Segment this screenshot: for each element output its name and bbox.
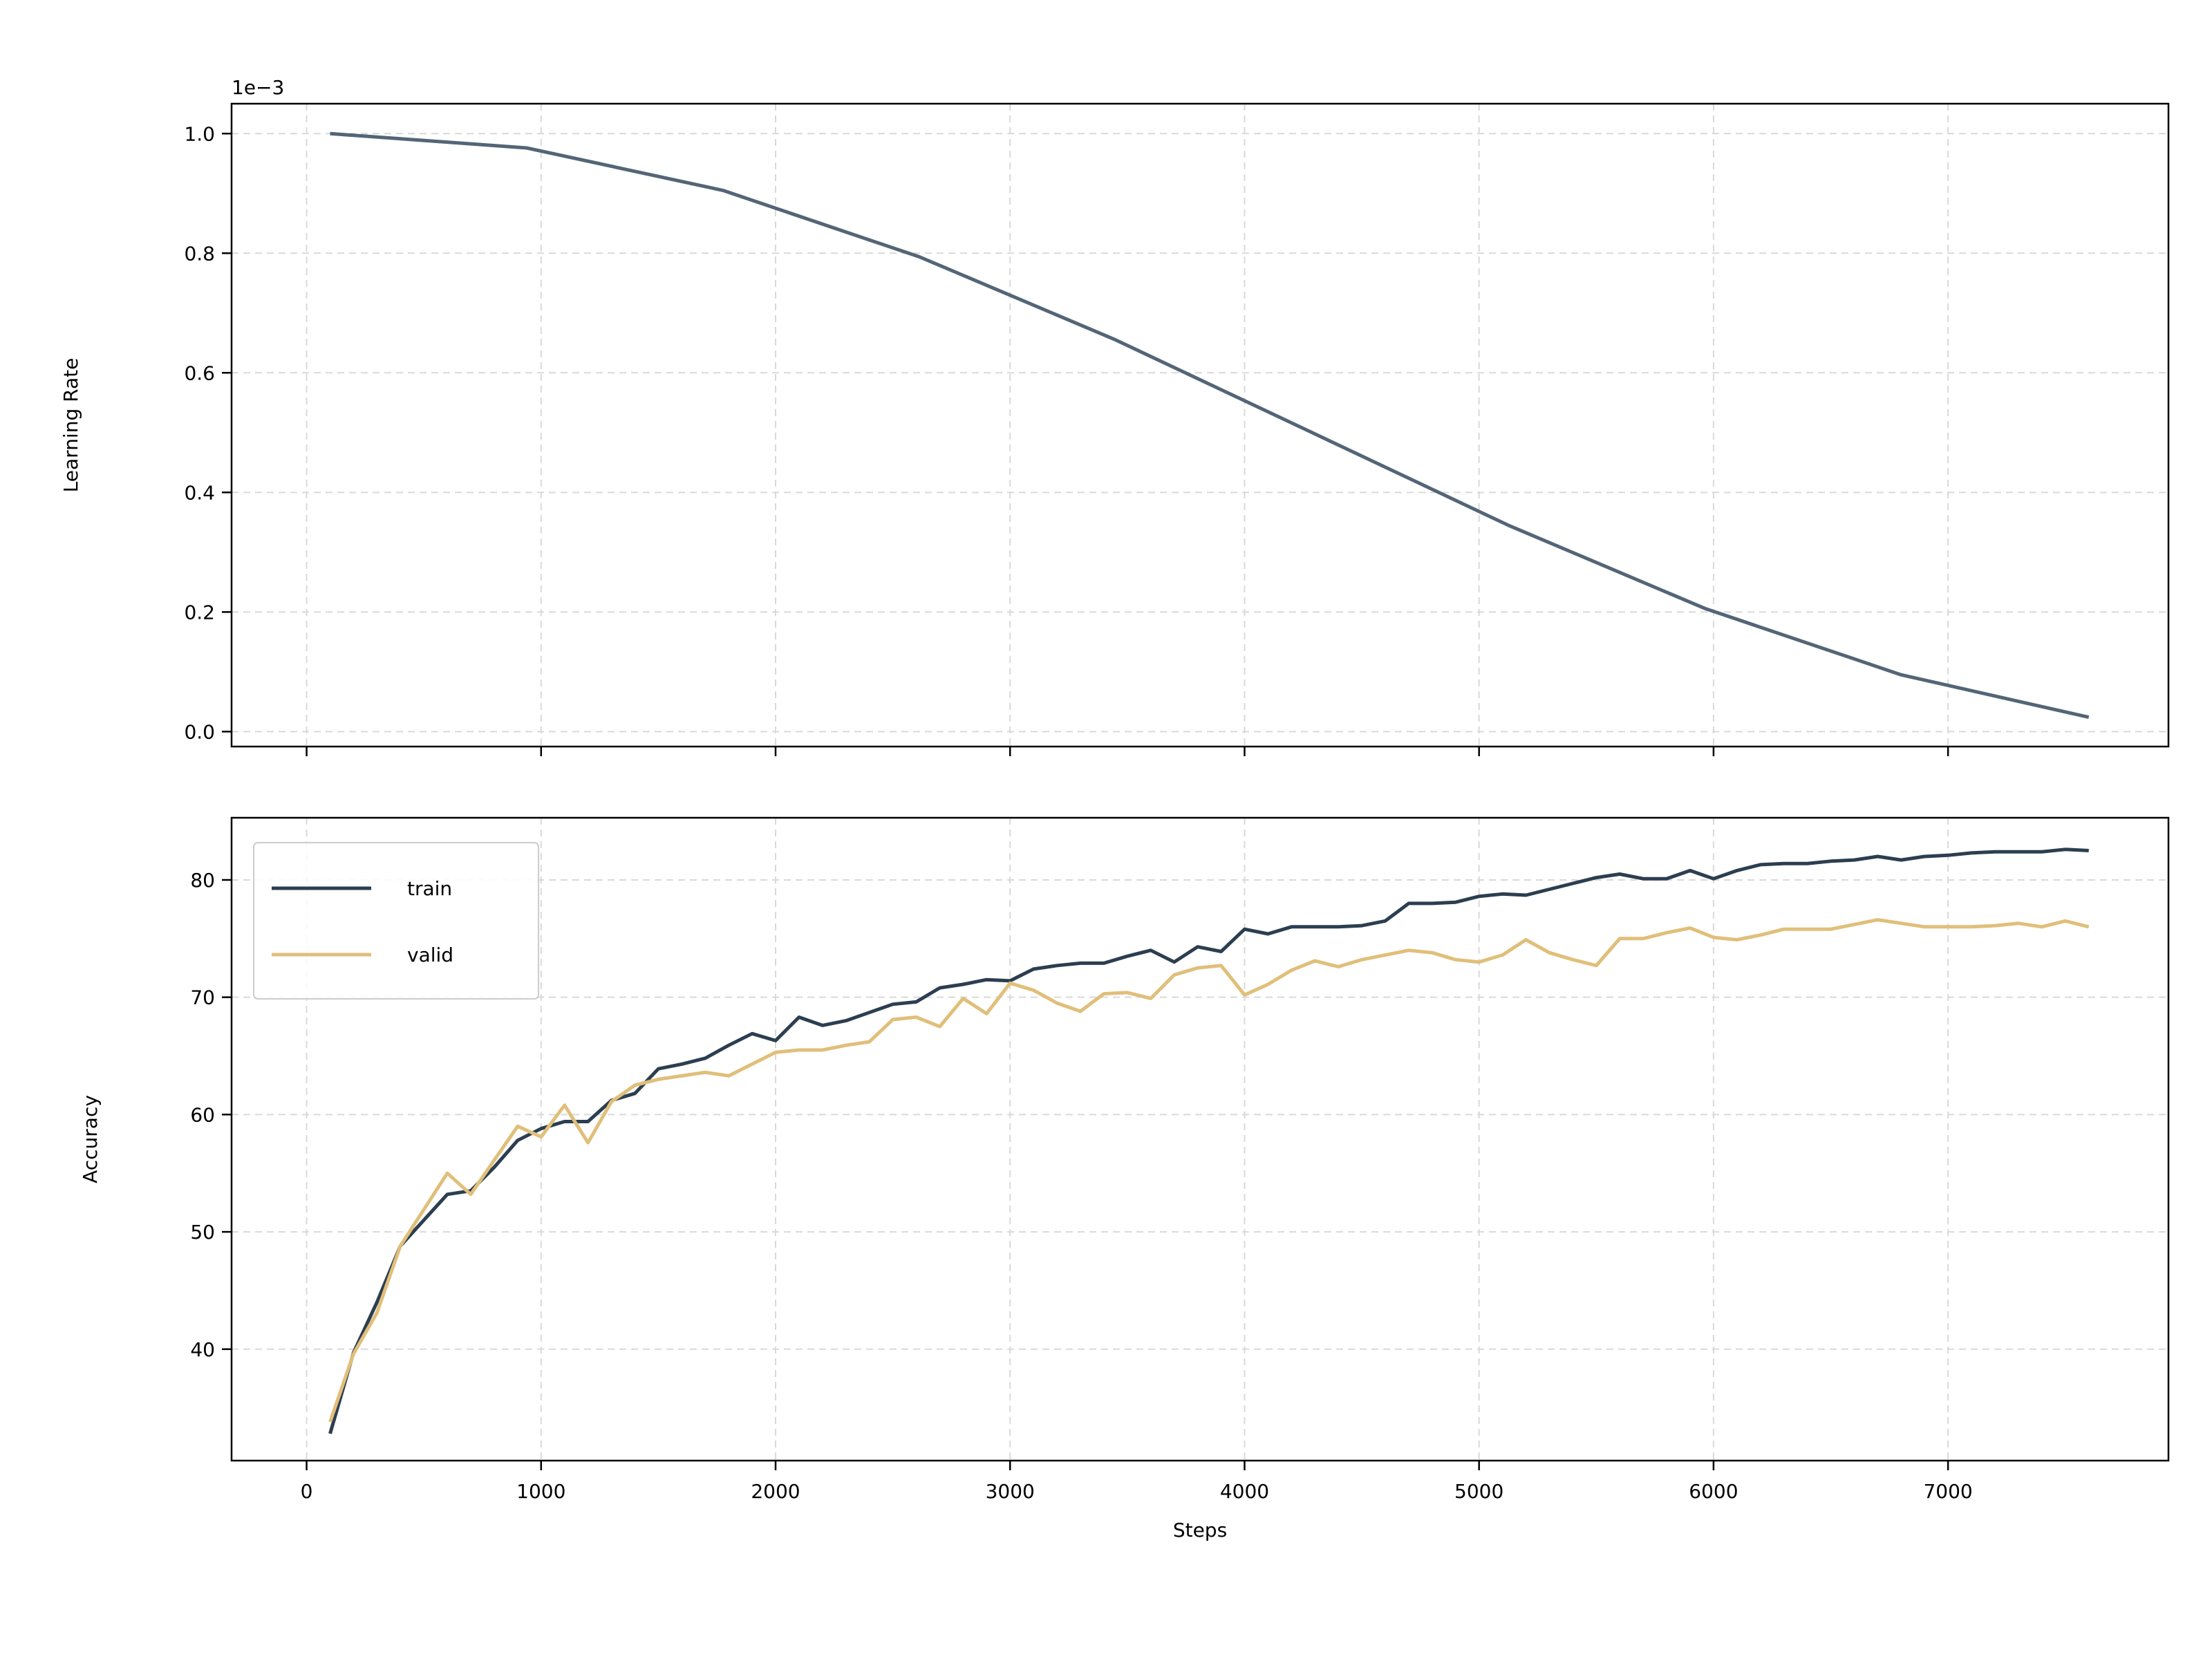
acc-xtick-label: 2000 [751, 1480, 800, 1503]
legend: train valid [253, 842, 539, 1000]
lr-ytick-label: 0.0 [184, 720, 215, 743]
learning-rate-axes-frame [230, 102, 2170, 748]
legend-box [253, 842, 539, 1000]
learning-rate-ticks: 0.0 0.2 0.4 0.6 0.8 1.0 [184, 122, 1949, 756]
acc-ytick-label: 60 [190, 1103, 215, 1126]
learning-rate-panel: 0.0 0.2 0.4 0.6 0.8 1.0 1e−3 Learning Rate [59, 76, 2170, 756]
acc-ytick-label: 40 [190, 1338, 215, 1361]
lr-series-line-line [330, 131, 2090, 720]
lr-ytick-label: 0.6 [184, 362, 215, 384]
acc-series-valid-line [328, 918, 2090, 1423]
legend-label-valid: valid [407, 944, 453, 966]
accuracy-grid [232, 818, 2168, 1461]
accuracy-lines [328, 847, 2090, 1434]
acc-series-train-line [328, 847, 2089, 1434]
legend-label-train: train [407, 877, 452, 900]
lr-ytick-label: 1.0 [184, 122, 215, 145]
acc-xtick-label: 4000 [1220, 1480, 1269, 1503]
acc-xtick-label: 7000 [1923, 1480, 1972, 1503]
acc-xtick-label: 6000 [1689, 1480, 1738, 1503]
steps-x-axis-label: Steps [1173, 1519, 1227, 1541]
lr-ytick-label: 0.4 [184, 481, 215, 504]
acc-xtick-label: 0 [301, 1480, 313, 1503]
acc-xtick-label: 5000 [1454, 1480, 1503, 1503]
learning-rate-y-axis-label: Learning Rate [59, 358, 82, 493]
accuracy-y-axis-label: Accuracy [79, 1095, 102, 1183]
acc-ytick-label: 70 [190, 986, 215, 1009]
acc-ytick-label: 80 [190, 869, 215, 892]
lr-ytick-label: 0.8 [184, 242, 215, 265]
accuracy-axes-frame [230, 816, 2170, 1462]
lr-ytick-label: 0.2 [184, 601, 215, 624]
learning-rate-lines [330, 131, 2090, 720]
learning-rate-offset-label: 1e−3 [232, 76, 284, 99]
acc-ytick-label: 50 [190, 1221, 215, 1244]
learning-rate-grid [232, 104, 2168, 747]
acc-xtick-label: 3000 [986, 1480, 1035, 1503]
acc-xtick-label: 1000 [516, 1480, 565, 1503]
accuracy-ticks: 40 50 60 70 80 0 1000 2000 3000 4000 5000 6000 7000 [190, 869, 1972, 1503]
